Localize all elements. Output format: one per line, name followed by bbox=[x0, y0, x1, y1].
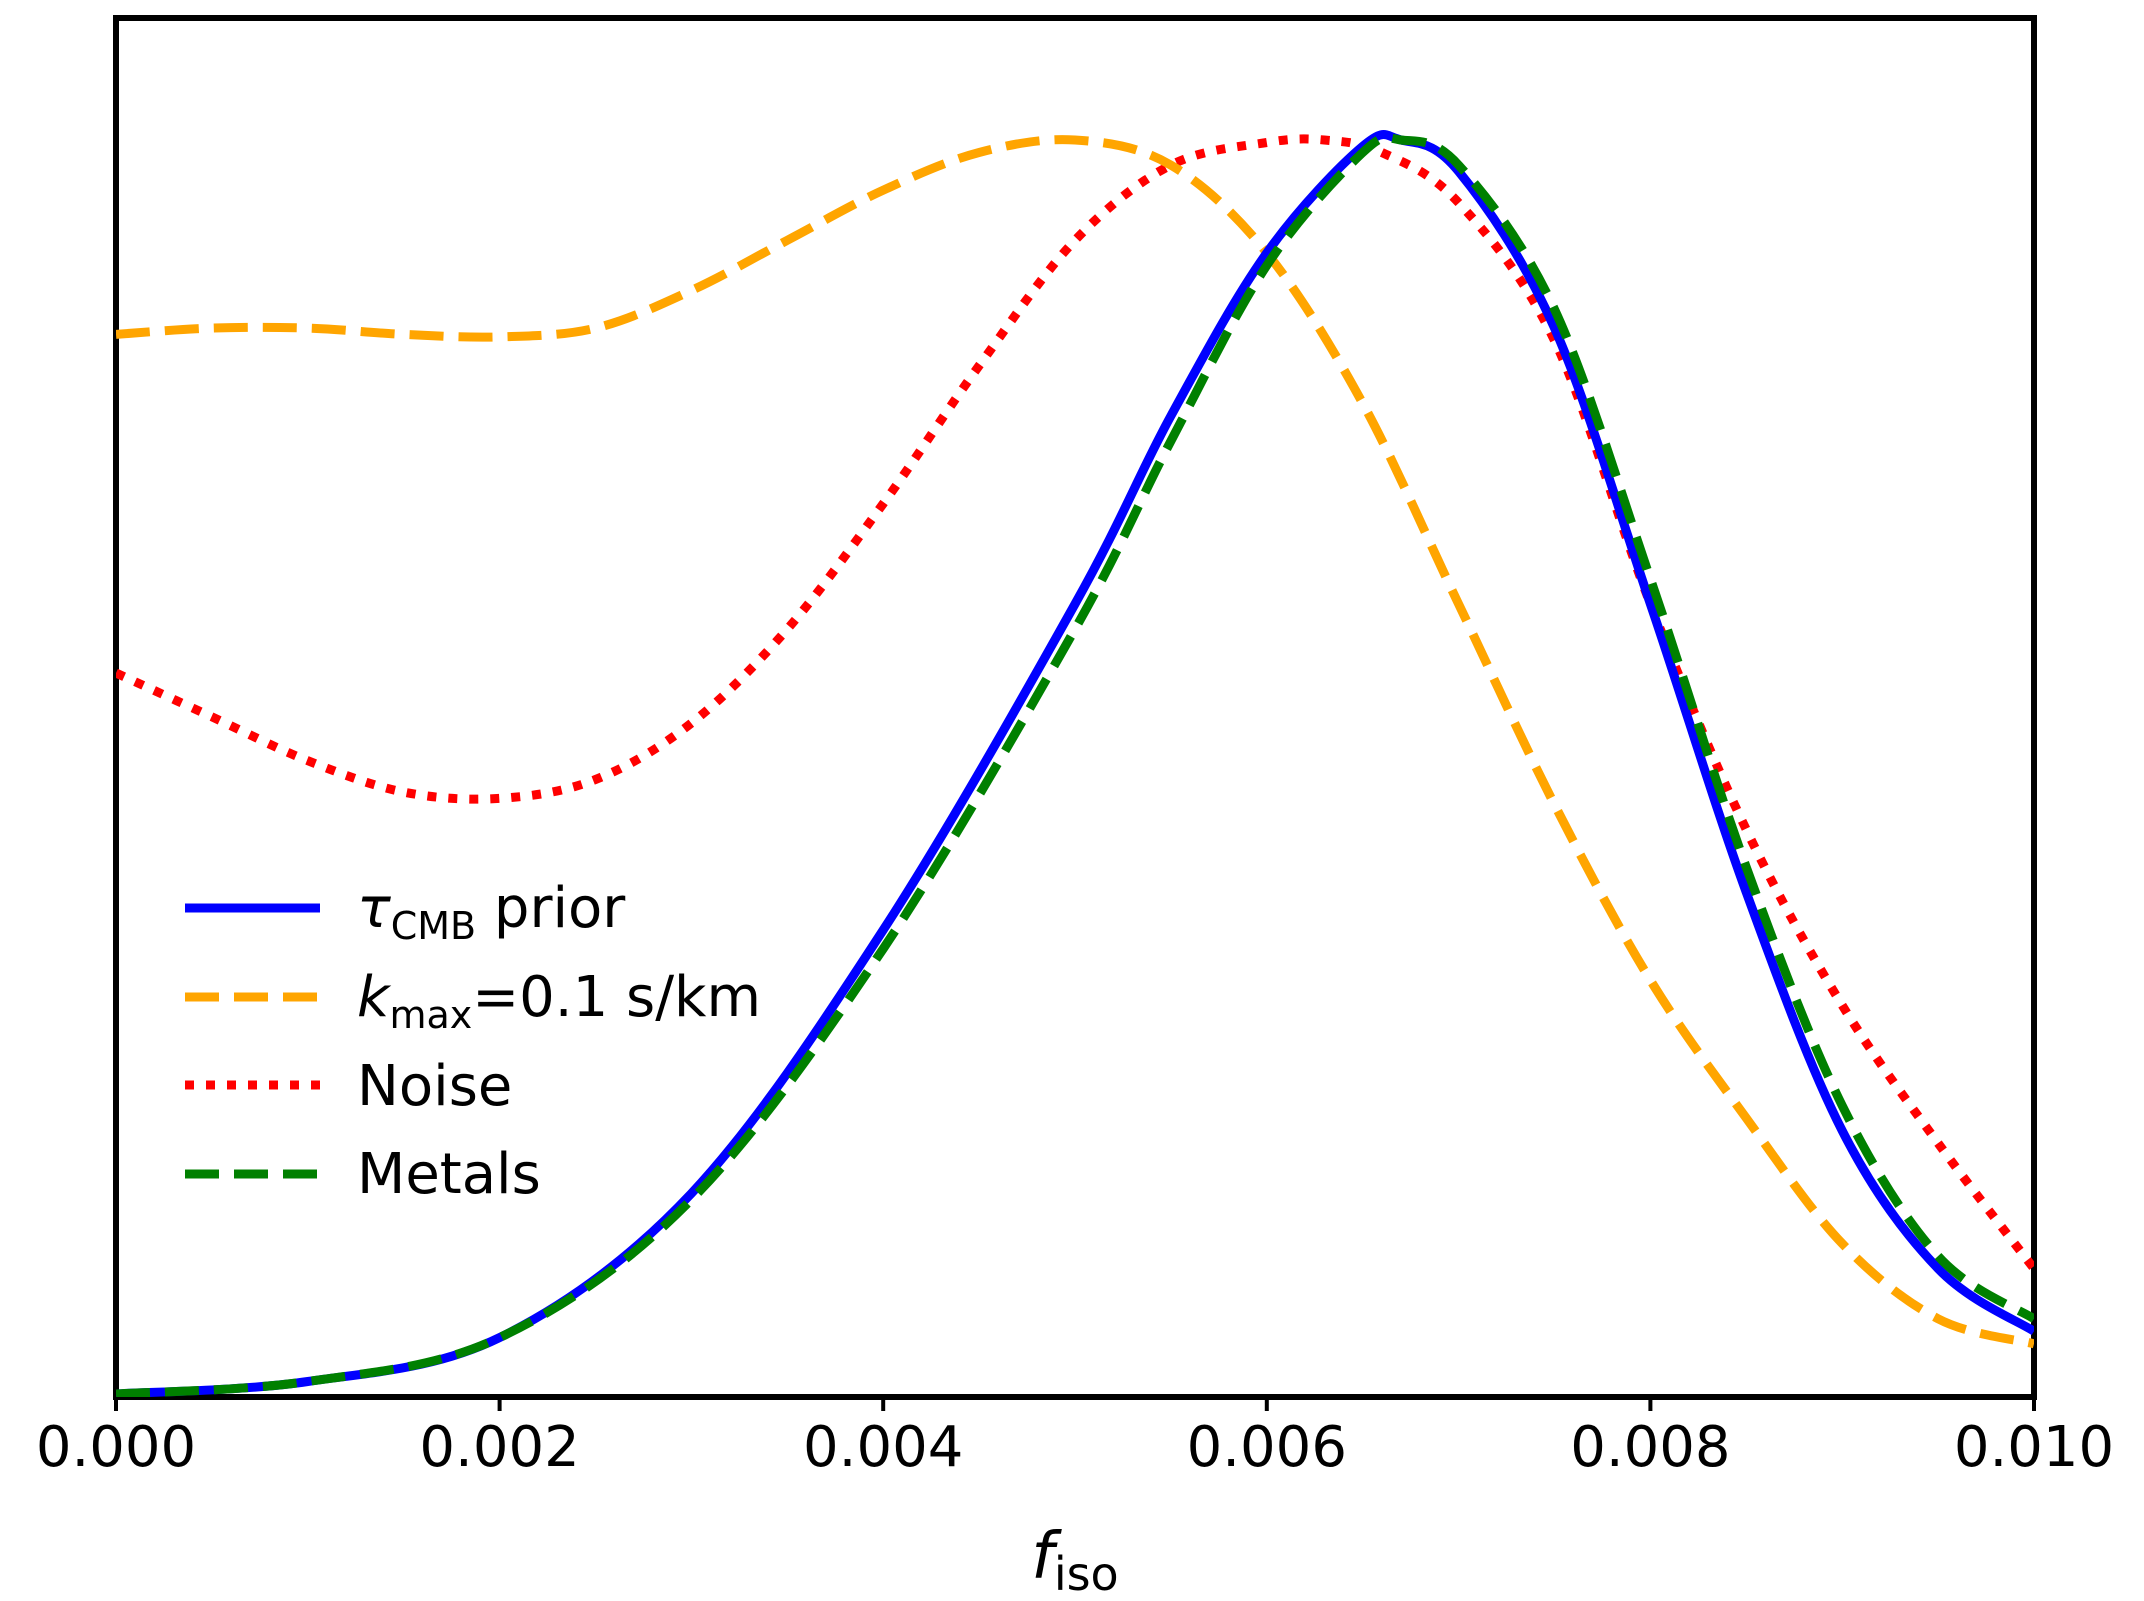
legend-label-tau-main: τ bbox=[357, 876, 391, 941]
legend-label-kmax-main: k bbox=[357, 965, 392, 1030]
x-tick-label: 0.010 bbox=[1954, 1415, 2114, 1480]
x-axis: 0.000 0.002 0.004 0.006 0.008 0.010 bbox=[36, 1397, 2114, 1480]
series-line-noise bbox=[116, 134, 2034, 1272]
series-layer bbox=[116, 130, 2034, 1397]
x-axis-label-sub: iso bbox=[1054, 1547, 1119, 1601]
legend-label-noise: Noise bbox=[357, 1054, 512, 1119]
legend-label-tau: τCMB prior bbox=[357, 876, 626, 948]
legend-entry-kmax: kmax=0.1 s/km bbox=[185, 965, 761, 1037]
x-axis-label: fiso bbox=[1031, 1520, 1118, 1601]
series-line-kmax bbox=[116, 135, 2034, 1349]
x-tick-label: 0.004 bbox=[803, 1415, 963, 1480]
x-tick-label: 0.006 bbox=[1187, 1415, 1347, 1480]
plot-frame bbox=[113, 15, 2037, 1400]
legend-label-kmax-sub: max bbox=[389, 993, 472, 1037]
legend: τCMB prior kmax=0.1 s/km Noise Metals bbox=[185, 876, 761, 1207]
x-tick-label: 0.002 bbox=[419, 1415, 579, 1480]
x-tick-label: 0.000 bbox=[36, 1415, 196, 1480]
legend-entry-tau: τCMB prior bbox=[185, 876, 626, 948]
x-tick-label: 0.008 bbox=[1570, 1415, 1730, 1480]
legend-label-tau-sub: CMB bbox=[391, 904, 476, 948]
legend-label-metals: Metals bbox=[357, 1142, 541, 1207]
legend-label-tau-rest: prior bbox=[476, 876, 626, 941]
legend-entry-noise: Noise bbox=[185, 1054, 512, 1119]
series-line-metals bbox=[116, 133, 2034, 1397]
legend-entry-metals: Metals bbox=[185, 1142, 541, 1207]
legend-label-kmax-rest: =0.1 s/km bbox=[472, 965, 761, 1030]
legend-label-kmax: kmax=0.1 s/km bbox=[357, 965, 761, 1037]
